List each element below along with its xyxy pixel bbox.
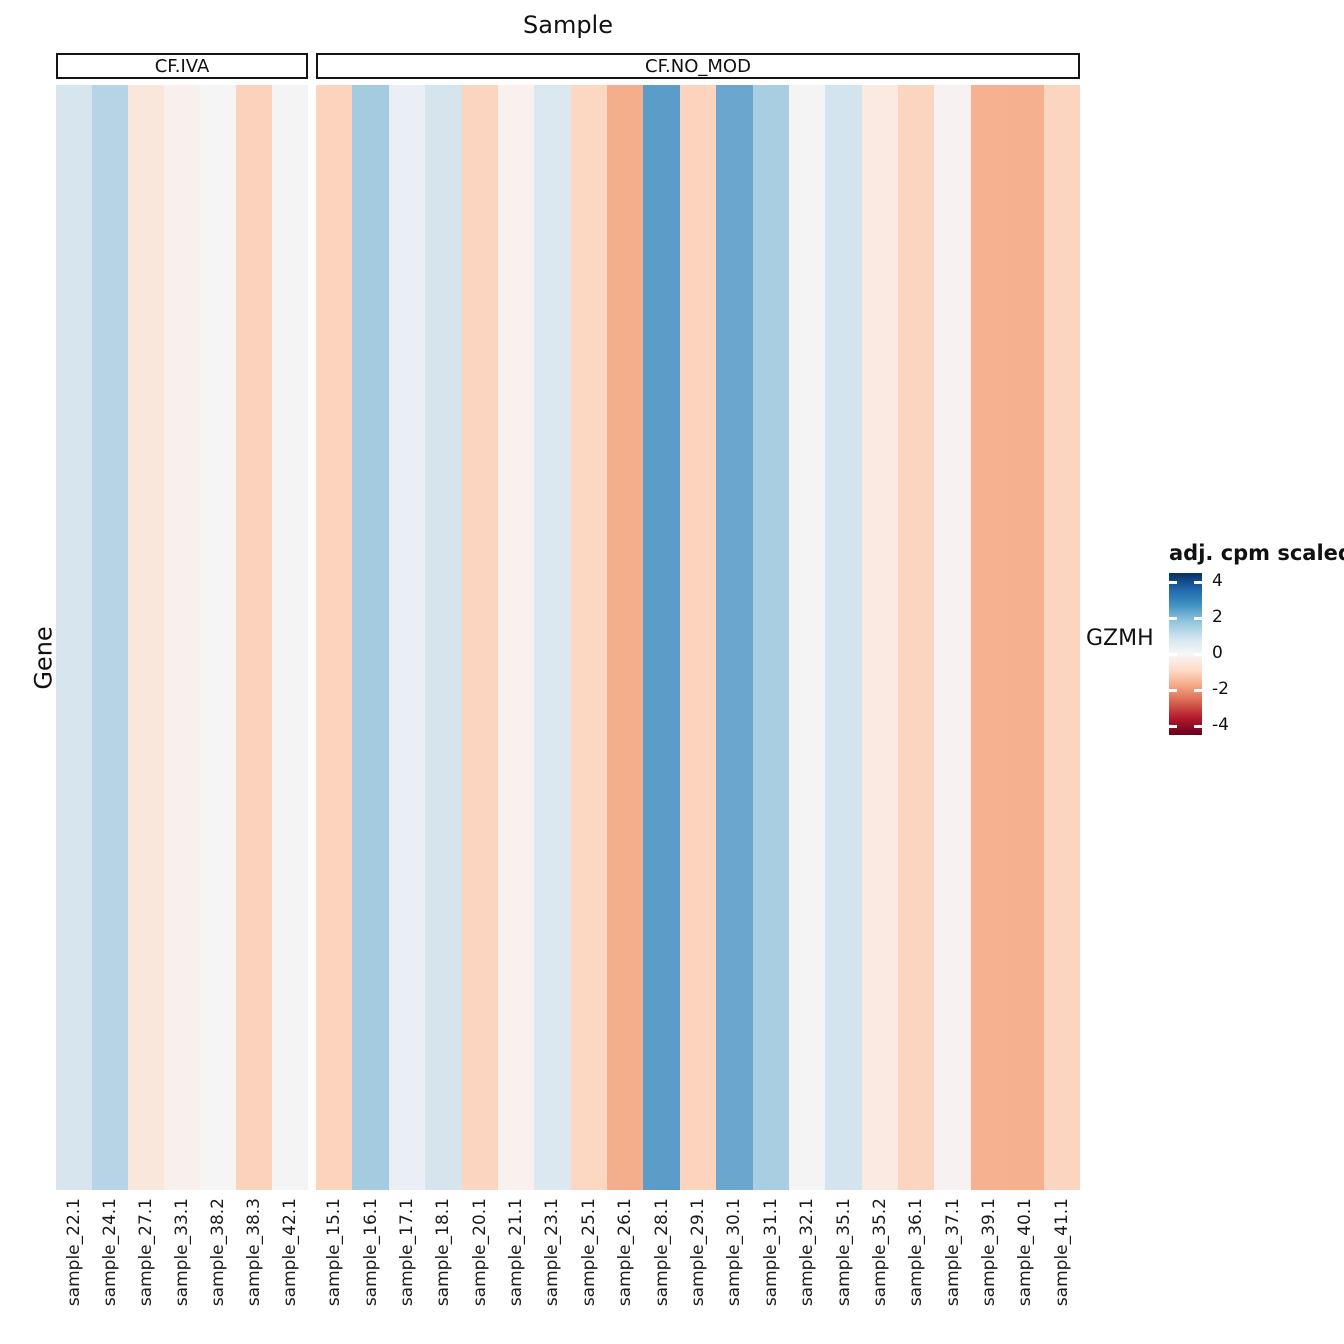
facet-strip-label: CF.NO_MOD [645,55,751,77]
heatmap-cell [461,85,498,1190]
heatmap-cell [200,85,236,1190]
legend-tick-dash [1194,724,1202,728]
legend-tick-dash [1169,724,1177,728]
heatmap-cell [534,85,571,1190]
x-axis-label: sample_30.1 [724,1198,745,1307]
heatmap-cell [316,85,353,1190]
legend-tick-label: 2 [1212,607,1223,627]
heatmap-cell [388,85,426,1190]
x-axis-title: Sample [523,11,613,39]
x-axis-label: sample_27.1 [136,1198,156,1307]
x-axis-label: sample_29.1 [688,1198,708,1307]
x-axis-label: sample_20.1 [469,1198,490,1307]
x-axis-label: sample_38.2 [208,1198,228,1307]
legend-tick-dash [1169,616,1177,620]
legend-tick-dash [1169,580,1177,584]
legend-tick-dash [1169,688,1177,692]
heatmap-cell [898,85,935,1190]
heatmap-cell [56,85,92,1190]
x-axis-label: sample_17.1 [396,1198,417,1307]
x-axis-label: sample_32.1 [797,1198,818,1307]
x-axis-label: sample_28.1 [651,1198,672,1307]
heatmap-cell [607,85,644,1190]
facet-strip-cf-no-mod: CF.NO_MOD [316,53,1080,79]
legend-tick-dash [1194,616,1202,620]
y-axis-title: Gene [29,626,58,690]
heatmap-cell [716,85,753,1190]
heatmap-panel [56,85,308,1190]
heatmap-cell [425,85,462,1190]
legend-tick-dash [1194,580,1202,584]
heatmap-cell [570,85,607,1190]
heatmap-cell [752,85,789,1190]
heatmap-cell [934,85,971,1190]
x-axis-label: sample_33.1 [172,1198,192,1307]
heatmap-cell [272,85,308,1190]
legend-tick-label: -2 [1212,679,1229,699]
legend-tick-dash [1194,688,1202,692]
x-axis-label: sample_37.1 [942,1198,963,1307]
heatmap-cell [92,85,128,1190]
x-axis-label: sample_38.3 [244,1198,264,1307]
x-axis-label: sample_35.2 [869,1198,890,1307]
legend-tick-dash [1169,652,1177,656]
heatmap-cell [1043,85,1080,1190]
heatmap-cell [970,85,1008,1190]
x-axis-label: sample_16.1 [360,1198,381,1307]
x-axis-label: sample_42.1 [280,1198,300,1307]
heatmap-cell [788,85,826,1190]
x-axis-label: sample_36.1 [906,1198,927,1307]
heatmap-cell [679,85,717,1190]
x-axis-label: sample_31.1 [760,1198,781,1307]
heatmap-cell [352,85,389,1190]
heatmap-panel [316,85,1080,1190]
heatmap-cell [128,85,164,1190]
heatmap-cell [1007,85,1044,1190]
legend-tick-label: -4 [1212,715,1229,735]
heatmap-cell [236,85,272,1190]
heatmap-cell [825,85,862,1190]
row-label-gzmh: GZMH [1086,626,1154,651]
x-axis-label: sample_22.1 [64,1198,84,1307]
x-axis-label: sample_35.1 [833,1198,854,1307]
facet-strip-cf-iva: CF.IVA [56,53,308,79]
x-axis-label: sample_21.1 [506,1198,527,1307]
heatmap-cell [861,85,898,1190]
x-axis-label: sample_40.1 [1015,1198,1036,1307]
heatmap-cell [643,85,680,1190]
legend-tick-label: 4 [1212,571,1223,591]
x-axis-label: sample_15.1 [324,1198,345,1307]
facet-strip-label: CF.IVA [154,55,210,77]
x-axis-label: sample_39.1 [979,1198,1000,1307]
heatmap-cell [497,85,535,1190]
x-axis-label: sample_26.1 [615,1198,636,1307]
x-axis-label: sample_23.1 [542,1198,563,1307]
x-axis-label: sample_25.1 [578,1198,599,1307]
x-axis-label: sample_24.1 [100,1198,120,1307]
x-axis-label: sample_41.1 [1051,1198,1072,1307]
x-axis-label: sample_18.1 [433,1198,454,1307]
legend-tick-label: 0 [1212,643,1223,663]
legend-title: adj. cpm scaled [1169,541,1344,565]
heatmap-cell [164,85,200,1190]
legend-tick-dash [1194,652,1202,656]
